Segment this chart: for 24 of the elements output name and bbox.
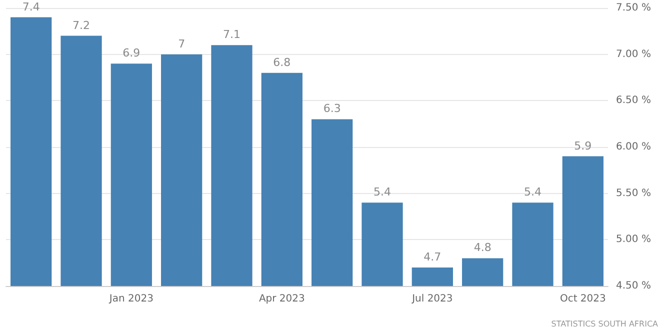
x-tick-label: Oct 2023 bbox=[560, 294, 606, 304]
y-tick-label: 5.00 % bbox=[616, 234, 651, 246]
data-label: 7.4 bbox=[22, 0, 40, 14]
data-label: 7.2 bbox=[72, 18, 90, 32]
x-tick-label: Apr 2023 bbox=[258, 294, 305, 304]
data-label: 5.4 bbox=[524, 186, 542, 199]
text: STATISTICS SOUTH AFRICA bbox=[551, 320, 659, 328]
data-label: 5.9 bbox=[574, 139, 592, 152]
y-tick-label: 6.50 % bbox=[616, 95, 651, 106]
y-tick-label: 4.50 % bbox=[616, 280, 651, 292]
y-tick-label: 6.00 % bbox=[616, 142, 651, 152]
data-label: 6.8 bbox=[273, 56, 291, 69]
x-tick-label: Jan 2023 bbox=[108, 294, 154, 304]
data-label: 7.1 bbox=[223, 28, 240, 42]
y-tick-label: 7.50 % bbox=[616, 2, 651, 14]
y-tick-label: 5.50 % bbox=[616, 188, 651, 199]
data-label: 5.4 bbox=[374, 186, 391, 199]
data-label: 7 bbox=[178, 37, 186, 50]
data-label: 4.7 bbox=[424, 250, 442, 264]
data-label: 6.3 bbox=[323, 102, 341, 116]
data-label: 6.9 bbox=[122, 46, 140, 60]
data-label: 4.8 bbox=[474, 241, 492, 254]
y-tick-label: 7.00 % bbox=[616, 48, 651, 60]
x-tick-label: Jul 2023 bbox=[411, 294, 453, 304]
